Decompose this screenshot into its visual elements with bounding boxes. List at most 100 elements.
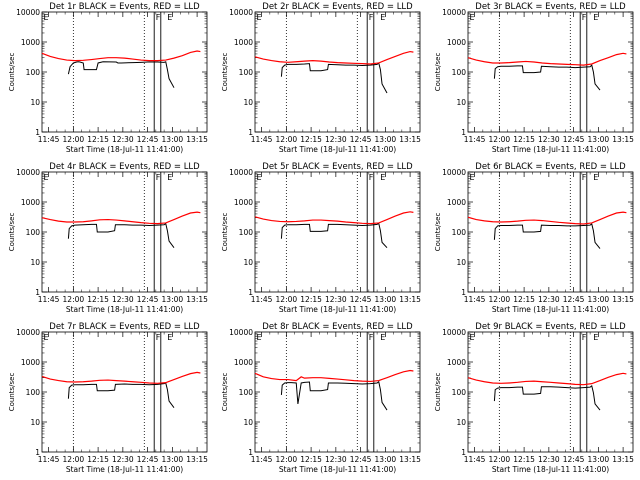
x-tick-label: 12:45: [137, 455, 159, 464]
y-tick-label: 1: [248, 448, 253, 457]
x-tick-label: 12:30: [325, 135, 347, 144]
x-tick-label: 11:45: [464, 135, 486, 144]
y-tick-label: 1000: [447, 358, 466, 367]
plot-frame: [254, 331, 421, 453]
y-tick-label: 10: [456, 418, 466, 427]
y-tick-label: 100: [452, 228, 467, 237]
marker-label: E: [257, 333, 262, 342]
marker-label: E: [167, 173, 172, 182]
x-tick-label: 12:30: [112, 295, 134, 304]
y-tick-label: 10000: [16, 328, 40, 337]
marker-label: F: [582, 333, 587, 342]
x-axis-label: Start Time (18-Jul-11 11:41:00): [492, 465, 609, 474]
y-tick-label: 10000: [229, 168, 253, 177]
x-tick-label: 12:15: [87, 295, 109, 304]
y-tick-label: 10000: [442, 328, 466, 337]
marker-label: E: [167, 333, 172, 342]
chart-svg: Det 3r BLACK = Events, RED = LLD 1 10 100 10…: [434, 2, 634, 154]
marker-label: E: [380, 173, 385, 182]
x-tick-label: 12:00: [489, 455, 511, 464]
x-tick-label: 12:30: [112, 135, 134, 144]
plot-frame: [467, 331, 634, 453]
x-axis-label: Start Time (18-Jul-11 11:41:00): [66, 145, 183, 154]
y-tick-label: 1: [35, 448, 40, 457]
y-tick-label: 10000: [442, 168, 466, 177]
x-tick-label: 11:45: [464, 295, 486, 304]
events-series-line: [67, 61, 175, 88]
marker-label: E: [380, 13, 385, 22]
x-tick-label: 12:00: [63, 135, 85, 144]
chart-title: Det 2r BLACK = Events, RED = LLD: [262, 2, 413, 12]
x-tick-label: 13:15: [186, 135, 208, 144]
y-tick-label: 1000: [447, 38, 466, 47]
x-tick-label: 12:15: [300, 455, 322, 464]
marker-label: F: [369, 333, 374, 342]
y-tick-label: 1000: [21, 358, 40, 367]
x-tick-label: 13:00: [588, 295, 610, 304]
y-axis-label: Counts/sec: [434, 373, 442, 412]
y-tick-label: 10000: [229, 8, 253, 17]
y-axis-label: Counts/sec: [434, 213, 442, 252]
marker-label: E: [470, 13, 475, 22]
x-tick-label: 12:15: [513, 455, 535, 464]
chart-panel: Det 4r BLACK = Events, RED = LLD 1 10 100 10…: [0, 160, 213, 320]
y-tick-label: 1: [461, 128, 466, 137]
y-tick-label: 1: [35, 128, 40, 137]
y-axis-label: Counts/sec: [221, 373, 229, 412]
events-series-line: [67, 382, 175, 408]
x-tick-label: 12:45: [350, 455, 372, 464]
marker-label: F: [156, 13, 161, 22]
events-series-line: [280, 62, 388, 94]
x-tick-label: 13:15: [399, 455, 421, 464]
y-tick-label: 1000: [234, 198, 253, 207]
chart-title: Det 5r BLACK = Events, RED = LLD: [262, 162, 413, 172]
marker-label: E: [470, 333, 475, 342]
y-tick-label: 100: [239, 228, 254, 237]
marker-label: E: [380, 333, 385, 342]
chart-panel: Det 3r BLACK = Events, RED = LLD 1 10 100 10…: [426, 0, 639, 160]
y-axis-label: Counts/sec: [8, 213, 16, 252]
chart-title: Det 4r BLACK = Events, RED = LLD: [49, 162, 200, 172]
x-tick-label: 12:30: [112, 455, 134, 464]
y-tick-label: 100: [239, 68, 254, 77]
chart-title: Det 1r BLACK = Events, RED = LLD: [49, 2, 200, 12]
y-tick-label: 1: [461, 288, 466, 297]
lld-series-line: [254, 50, 414, 65]
y-tick-label: 10000: [229, 328, 253, 337]
x-tick-label: 12:15: [513, 135, 535, 144]
x-tick-label: 13:00: [375, 455, 397, 464]
chart-svg: Det 5r BLACK = Events, RED = LLD 1 10 100 10…: [221, 162, 421, 314]
x-tick-label: 12:30: [325, 295, 347, 304]
marker-label: E: [257, 173, 262, 182]
x-tick-label: 12:30: [325, 455, 347, 464]
x-axis-label: Start Time (18-Jul-11 11:41:00): [279, 145, 396, 154]
x-tick-label: 13:15: [186, 295, 208, 304]
x-tick-label: 12:45: [350, 135, 372, 144]
marker-label: E: [593, 13, 598, 22]
x-tick-label: 12:15: [300, 295, 322, 304]
lld-series-line: [254, 369, 414, 383]
chart-svg: Det 6r BLACK = Events, RED = LLD 1 10 100 10…: [434, 162, 634, 314]
lld-series-line: [467, 52, 627, 66]
y-tick-label: 1000: [447, 198, 466, 207]
y-tick-label: 10: [243, 418, 253, 427]
x-tick-label: 12:00: [63, 295, 85, 304]
x-tick-label: 13:00: [588, 135, 610, 144]
x-tick-label: 12:30: [538, 455, 560, 464]
marker-label: E: [167, 13, 172, 22]
chart-panel: Det 9r BLACK = Events, RED = LLD 1 10 100 10…: [426, 320, 639, 480]
marker-label: E: [593, 333, 598, 342]
y-tick-label: 100: [26, 388, 41, 397]
plot-frame: [41, 171, 208, 293]
y-tick-label: 10000: [16, 8, 40, 17]
marker-label: E: [593, 173, 598, 182]
y-axis-label: Counts/sec: [221, 213, 229, 252]
y-tick-label: 1: [35, 288, 40, 297]
x-axis-label: Start Time (18-Jul-11 11:41:00): [66, 465, 183, 474]
marker-label: E: [257, 13, 262, 22]
y-axis-label: Counts/sec: [434, 53, 442, 92]
x-tick-label: 12:00: [276, 135, 298, 144]
y-tick-label: 10: [243, 98, 253, 107]
x-tick-label: 13:15: [399, 295, 421, 304]
